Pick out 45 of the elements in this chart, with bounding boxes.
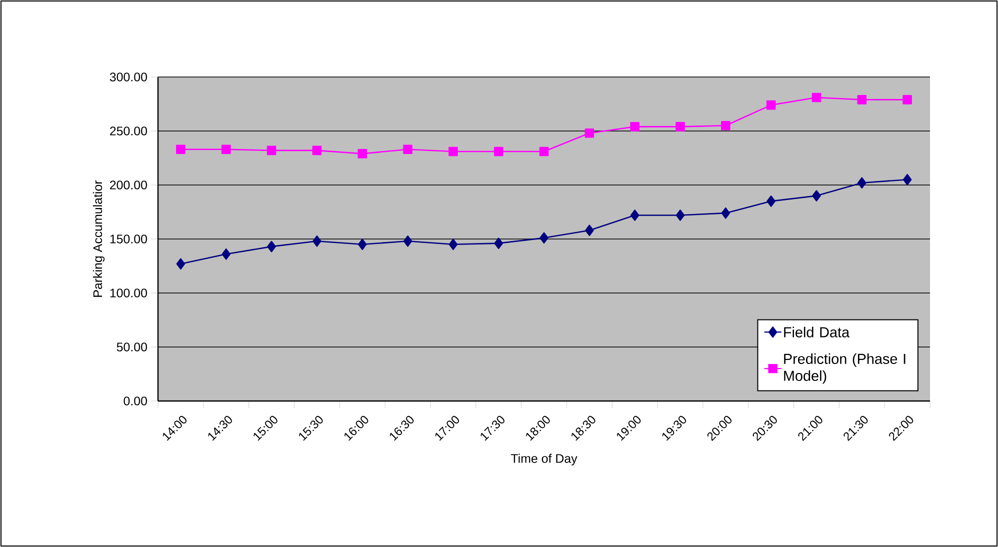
point — [312, 146, 322, 156]
point — [176, 144, 186, 154]
point — [812, 190, 821, 202]
point — [540, 232, 548, 244]
point — [902, 95, 912, 104]
point — [448, 146, 458, 156]
point — [221, 144, 231, 154]
point — [403, 144, 412, 154]
point — [403, 236, 412, 247]
point — [676, 210, 685, 221]
point — [812, 92, 822, 102]
y-tick-label: 150.00 — [110, 234, 147, 244]
y-tick-label: 0.00 — [124, 396, 147, 406]
point — [448, 238, 458, 250]
point — [902, 174, 912, 186]
point — [539, 146, 549, 156]
point — [494, 238, 503, 249]
point — [584, 128, 594, 138]
y-tick-label: 300.00 — [110, 72, 147, 82]
point — [176, 258, 186, 270]
point — [630, 122, 640, 132]
point — [676, 122, 685, 132]
legend-label: Field Data — [784, 326, 850, 338]
y-tick-label: 100.00 — [110, 288, 147, 298]
point — [266, 146, 276, 156]
point — [766, 100, 776, 110]
point — [585, 224, 594, 236]
point — [630, 210, 640, 221]
point — [358, 149, 368, 158]
point — [267, 240, 276, 252]
y-tick-label: 50.00 — [116, 342, 147, 352]
point — [312, 236, 322, 247]
point — [857, 95, 867, 104]
x-axis-title: Time of Day — [510, 454, 578, 466]
y-tick-label: 200.00 — [110, 180, 147, 190]
point — [857, 177, 866, 188]
y-tick-label: 250.00 — [110, 126, 147, 136]
point — [721, 207, 730, 219]
legend-label: Prediction (Phase I Model) — [784, 353, 906, 384]
point — [766, 196, 776, 207]
point — [222, 248, 231, 260]
point — [358, 238, 367, 250]
point — [721, 120, 730, 130]
y-axis-title: Parking Accumulatior — [92, 180, 105, 297]
point — [494, 146, 504, 156]
